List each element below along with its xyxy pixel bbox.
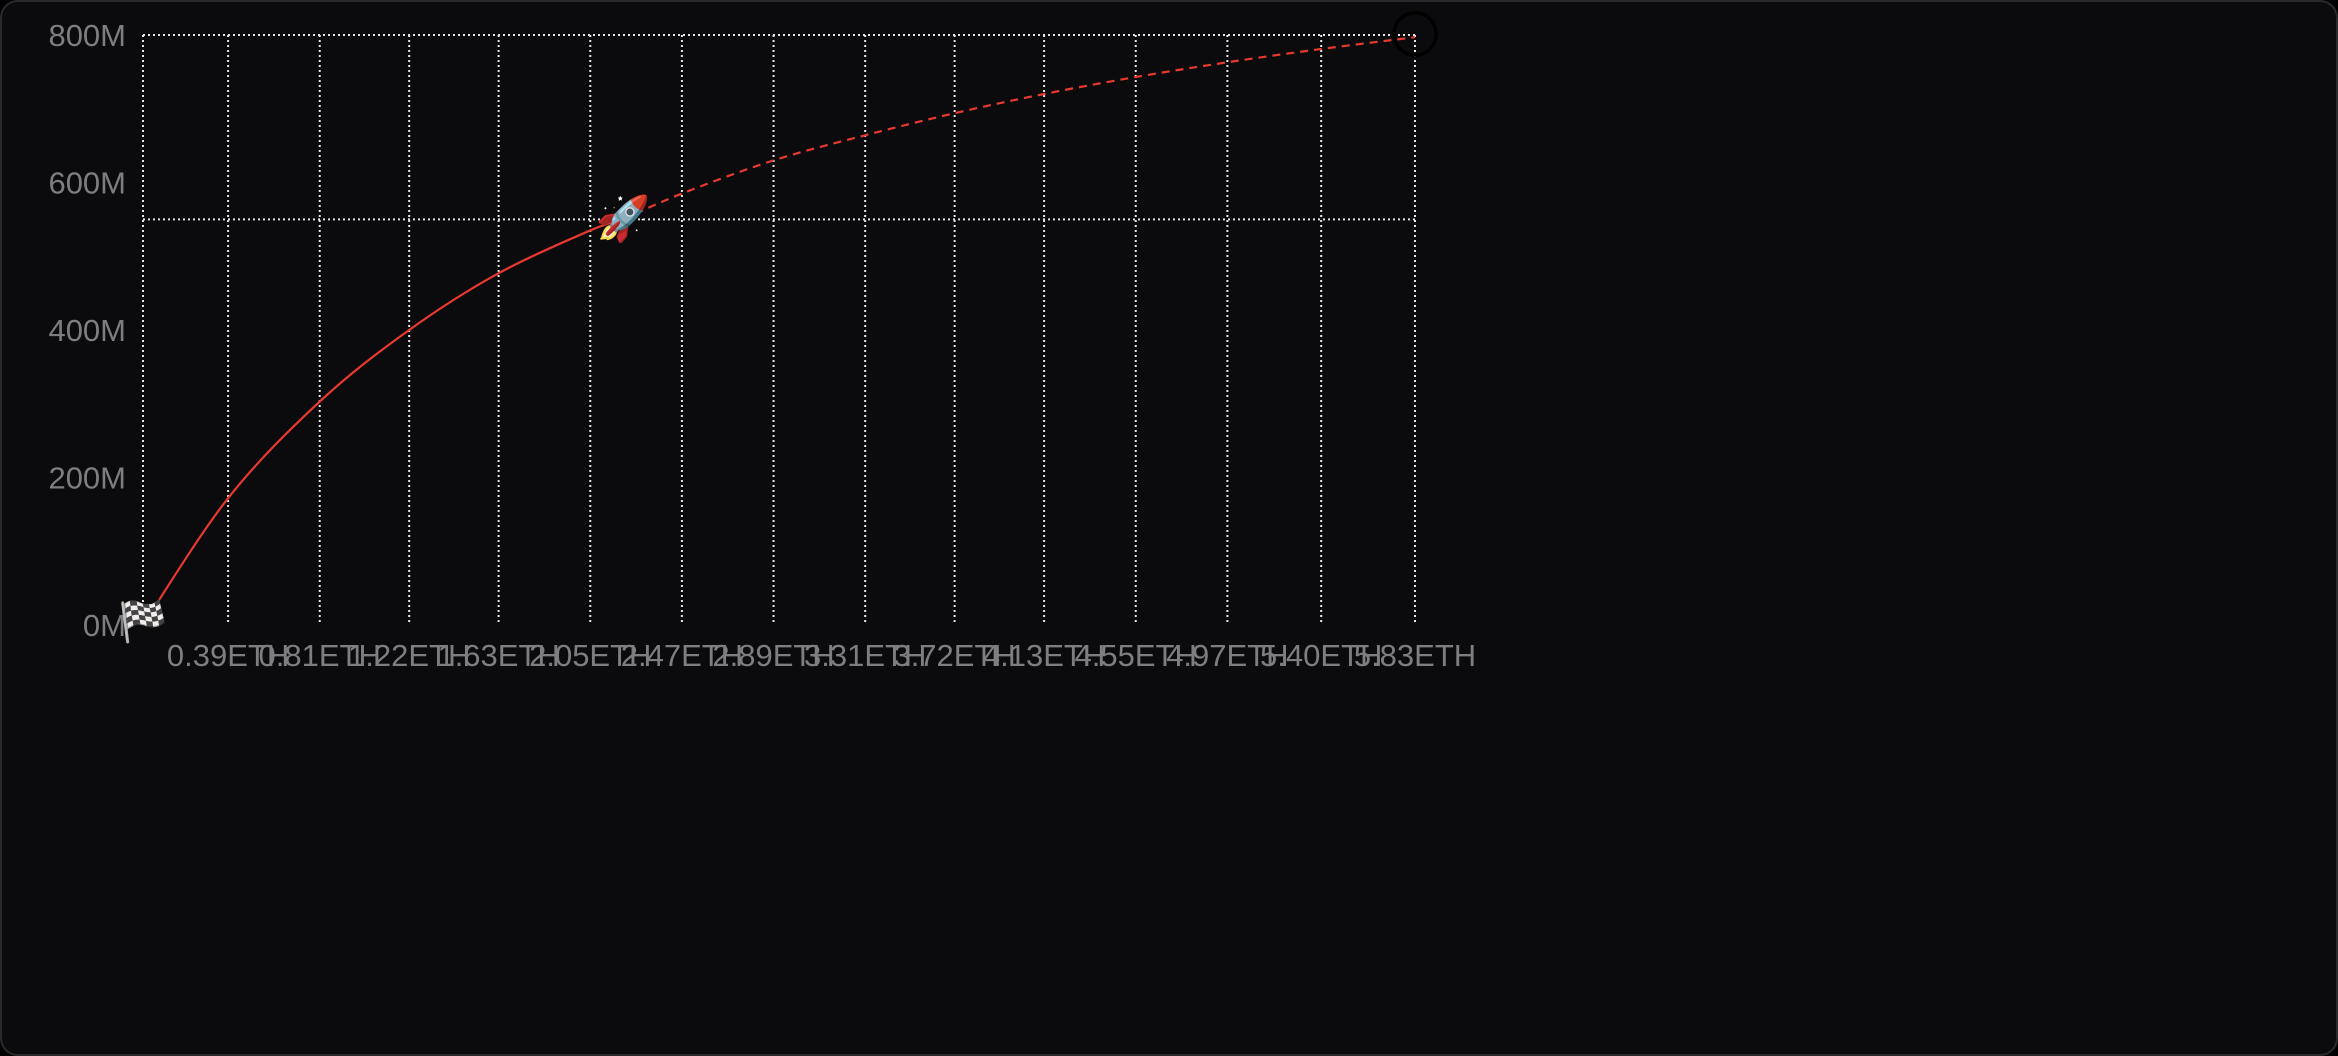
y-tick-label: 0M xyxy=(83,608,126,643)
y-tick-label: 600M xyxy=(48,166,126,201)
x-tick-label: 2.47ETH xyxy=(621,638,743,673)
x-tick-label: 1.22ETH xyxy=(348,638,470,673)
x-tick-label: 5.83ETH xyxy=(1354,638,1476,673)
y-tick-label: 200M xyxy=(48,461,126,496)
y-axis-ticks: 0M 200M 400M 600M 800M xyxy=(48,18,126,643)
x-tick-label: 1.63ETH xyxy=(437,638,559,673)
x-tick-label: 5.40ETH xyxy=(1260,638,1382,673)
moon-icon: 🌕 xyxy=(1388,6,1442,66)
series-lines xyxy=(142,36,1416,626)
x-tick-label: 4.97ETH xyxy=(1166,638,1288,673)
x-tick-label: 3.31ETH xyxy=(804,638,926,673)
x-tick-label: 2.89ETH xyxy=(712,638,834,673)
start-flag-icon: 🏁 xyxy=(118,598,168,645)
x-tick-label: 4.55ETH xyxy=(1075,638,1197,673)
y-tick-label: 400M xyxy=(48,313,126,348)
markers: 🏁 🚀 🌕 xyxy=(118,6,1442,645)
progress-curve-line xyxy=(142,218,624,626)
grid xyxy=(142,34,1416,625)
rocket-icon: 🚀 xyxy=(596,193,651,244)
x-tick-label: 0.39ETH xyxy=(167,638,289,673)
y-tick-label: 800M xyxy=(48,18,126,53)
x-tick-label: 4.13ETH xyxy=(983,638,1105,673)
x-tick-label: 3.72ETH xyxy=(893,638,1015,673)
x-axis-ticks: 0.39ETH0.81ETH1.22ETH1.63ETH2.05ETH2.47E… xyxy=(167,638,1476,673)
x-tick-label: 0.81ETH xyxy=(259,638,381,673)
x-tick-label: 2.05ETH xyxy=(529,638,651,673)
projected-curve-line xyxy=(622,36,1416,221)
